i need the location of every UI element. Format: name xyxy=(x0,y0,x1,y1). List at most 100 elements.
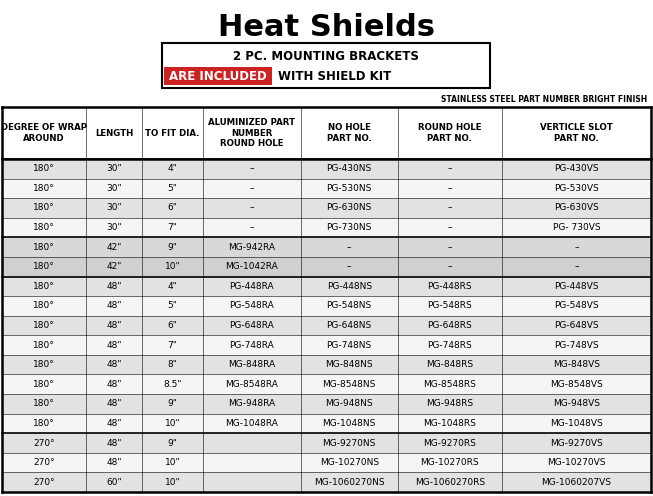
Text: ARE INCLUDED: ARE INCLUDED xyxy=(169,69,267,82)
Bar xyxy=(2,179,651,198)
Text: 180°: 180° xyxy=(33,341,55,350)
Bar xyxy=(164,67,272,85)
Text: MG-948RS: MG-948RS xyxy=(426,399,473,408)
Bar xyxy=(162,43,490,88)
Text: MG-1042RA: MG-1042RA xyxy=(225,262,278,271)
Text: 270°: 270° xyxy=(33,438,55,447)
Text: PG-748VS: PG-748VS xyxy=(554,341,599,350)
Text: PG-548NS: PG-548NS xyxy=(326,302,372,310)
Text: WITH SHIELD KIT: WITH SHIELD KIT xyxy=(278,69,391,82)
Bar xyxy=(2,296,651,316)
Text: LENGTH: LENGTH xyxy=(95,128,133,137)
Text: 60": 60" xyxy=(106,478,121,487)
Text: 48": 48" xyxy=(106,360,121,369)
Text: 48": 48" xyxy=(106,438,121,447)
Text: MG-1048VS: MG-1048VS xyxy=(550,419,603,428)
Text: –: – xyxy=(347,262,351,271)
Text: 48": 48" xyxy=(106,341,121,350)
Text: 4": 4" xyxy=(167,282,177,291)
Text: PG-730NS: PG-730NS xyxy=(326,223,372,232)
Bar xyxy=(2,316,651,335)
Text: PG-748RA: PG-748RA xyxy=(229,341,274,350)
Text: PG-630VS: PG-630VS xyxy=(554,203,599,212)
Bar xyxy=(2,394,651,414)
Bar xyxy=(2,414,651,433)
Text: –: – xyxy=(447,223,452,232)
Text: 10": 10" xyxy=(165,458,180,467)
Text: DEGREE OF WRAP
AROUND: DEGREE OF WRAP AROUND xyxy=(1,124,88,143)
Text: MG-8548RA: MG-8548RA xyxy=(225,380,278,389)
Text: 180°: 180° xyxy=(33,360,55,369)
Bar xyxy=(2,198,651,218)
Text: PG-430VS: PG-430VS xyxy=(554,164,599,173)
Text: MG-848RA: MG-848RA xyxy=(229,360,276,369)
Text: MG-10270NS: MG-10270NS xyxy=(320,458,379,467)
Text: NO HOLE
PART NO.: NO HOLE PART NO. xyxy=(326,124,372,143)
Text: 8": 8" xyxy=(167,360,178,369)
Text: MG-1060270NS: MG-1060270NS xyxy=(314,478,385,487)
Text: PG-448NS: PG-448NS xyxy=(326,282,372,291)
Text: 5": 5" xyxy=(167,184,178,193)
Text: 180°: 180° xyxy=(33,164,55,173)
Bar xyxy=(2,238,651,257)
Text: 2 PC. MOUNTING BRACKETS: 2 PC. MOUNTING BRACKETS xyxy=(233,51,419,63)
Bar xyxy=(2,374,651,394)
Text: 10": 10" xyxy=(165,262,180,271)
Bar xyxy=(2,433,651,453)
Text: 48": 48" xyxy=(106,458,121,467)
Bar xyxy=(2,335,651,355)
Text: 30": 30" xyxy=(106,203,121,212)
Text: MG-948NS: MG-948NS xyxy=(325,399,373,408)
Text: 48": 48" xyxy=(106,321,121,330)
Text: 270°: 270° xyxy=(33,478,55,487)
Text: MG-948RA: MG-948RA xyxy=(229,399,276,408)
Text: MG-848RS: MG-848RS xyxy=(426,360,473,369)
Text: ROUND HOLE
PART NO.: ROUND HOLE PART NO. xyxy=(418,124,481,143)
Bar xyxy=(2,453,651,472)
Text: –: – xyxy=(249,223,254,232)
Text: MG-10270RS: MG-10270RS xyxy=(421,458,479,467)
Text: ALUMINIZED PART
NUMBER
ROUND HOLE: ALUMINIZED PART NUMBER ROUND HOLE xyxy=(208,118,295,148)
Bar xyxy=(2,277,651,296)
Text: PG-448RS: PG-448RS xyxy=(428,282,472,291)
Text: 48": 48" xyxy=(106,380,121,389)
Text: TO FIT DIA.: TO FIT DIA. xyxy=(145,128,200,137)
Text: PG-530NS: PG-530NS xyxy=(326,184,372,193)
Text: 180°: 180° xyxy=(33,419,55,428)
Text: 180°: 180° xyxy=(33,184,55,193)
Text: 180°: 180° xyxy=(33,282,55,291)
Text: MG-1060270RS: MG-1060270RS xyxy=(415,478,485,487)
Text: 30": 30" xyxy=(106,223,121,232)
Text: PG-548RA: PG-548RA xyxy=(229,302,274,310)
Text: –: – xyxy=(249,184,254,193)
Text: 10": 10" xyxy=(165,419,180,428)
Text: 9": 9" xyxy=(167,438,178,447)
Text: –: – xyxy=(447,184,452,193)
Text: –: – xyxy=(574,243,579,251)
Text: 180°: 180° xyxy=(33,302,55,310)
Text: PG-648RS: PG-648RS xyxy=(428,321,472,330)
Text: VERTICLE SLOT
PART NO.: VERTICLE SLOT PART NO. xyxy=(540,124,613,143)
Text: 10": 10" xyxy=(165,478,180,487)
Text: 6": 6" xyxy=(167,203,178,212)
Text: MG-8548VS: MG-8548VS xyxy=(550,380,603,389)
Text: 48": 48" xyxy=(106,419,121,428)
Text: MG-848NS: MG-848NS xyxy=(325,360,373,369)
Text: Heat Shields: Heat Shields xyxy=(218,13,435,43)
Text: 8.5": 8.5" xyxy=(163,380,182,389)
Bar xyxy=(2,159,651,179)
Text: 180°: 180° xyxy=(33,399,55,408)
Text: 180°: 180° xyxy=(33,321,55,330)
Text: MG-1048RS: MG-1048RS xyxy=(423,419,476,428)
Text: –: – xyxy=(447,164,452,173)
Text: STAINLESS STEEL PART NUMBER BRIGHT FINISH: STAINLESS STEEL PART NUMBER BRIGHT FINIS… xyxy=(441,96,647,105)
Text: 4": 4" xyxy=(167,164,177,173)
Bar xyxy=(2,257,651,277)
Text: MG-8548NS: MG-8548NS xyxy=(323,380,376,389)
Text: 30": 30" xyxy=(106,184,121,193)
Text: PG-648NS: PG-648NS xyxy=(326,321,372,330)
Text: MG-948VS: MG-948VS xyxy=(553,399,600,408)
Text: –: – xyxy=(249,164,254,173)
Text: MG-9270VS: MG-9270VS xyxy=(550,438,603,447)
Text: MG-942RA: MG-942RA xyxy=(229,243,276,251)
